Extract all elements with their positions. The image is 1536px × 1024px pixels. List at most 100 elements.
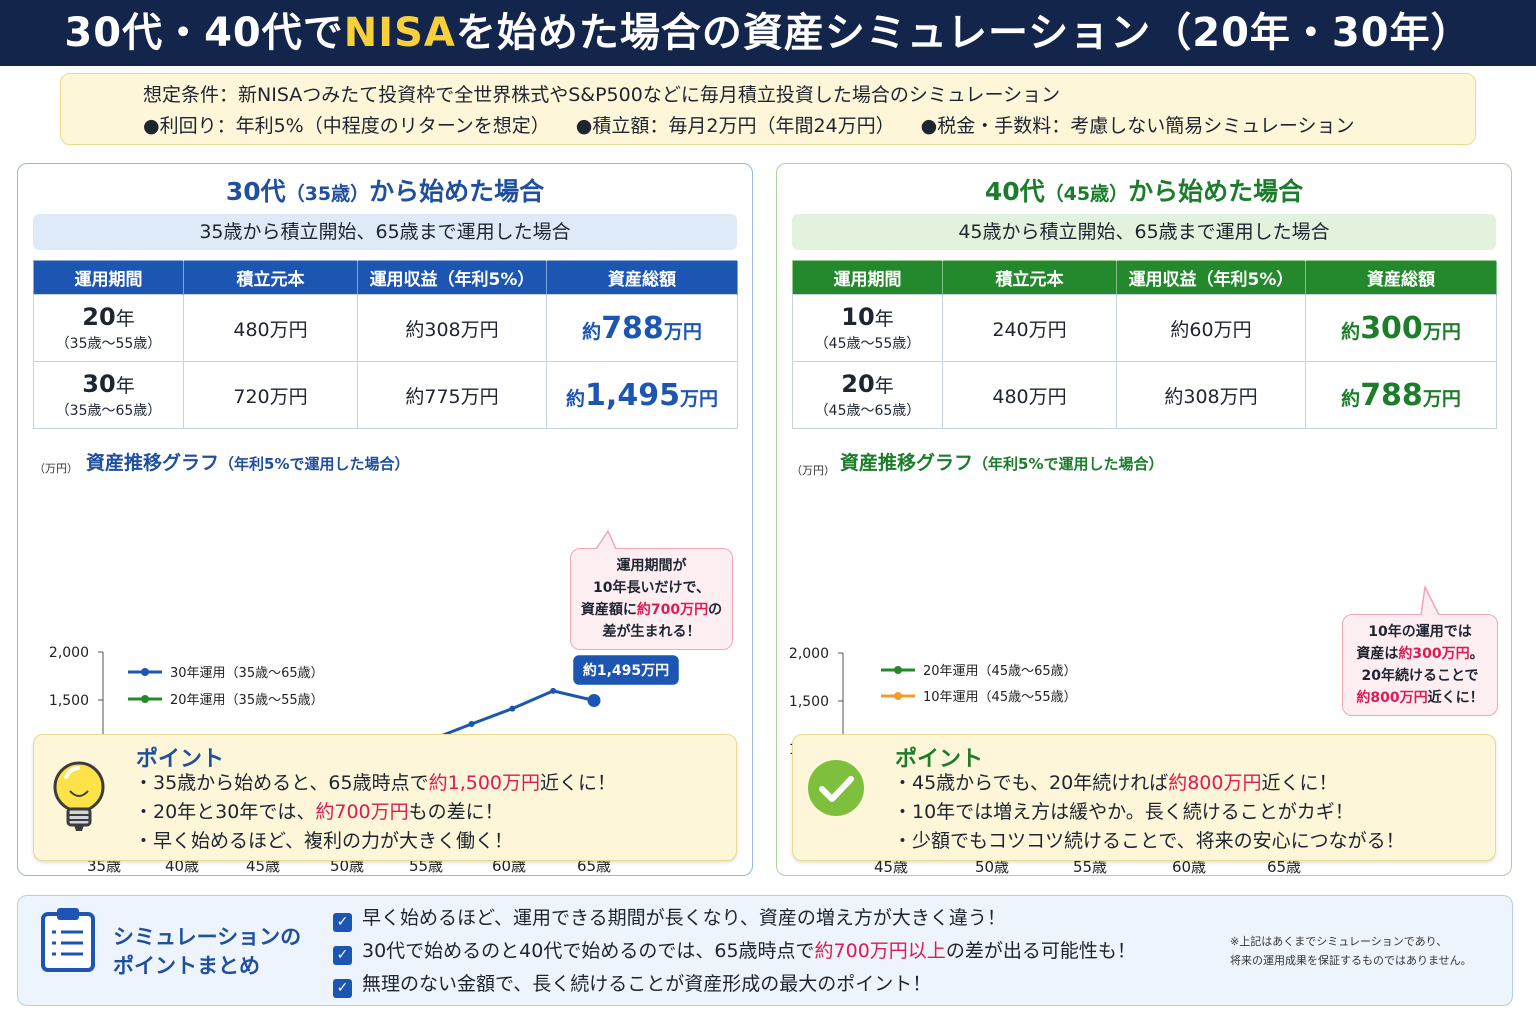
period-years: 20 <box>82 303 116 331</box>
callout-line: 資産額に約700万円の <box>571 599 732 621</box>
panel-subtitle: 45歳から積立開始、65歳まで運用した場合 <box>792 214 1496 250</box>
summary-title: シミュレーションの ポイントまとめ <box>113 923 301 981</box>
summary-list: ✓ 早く始めるほど、運用できる期間が長くなり、資産の増え方が大きく違う！ ✓ 30代… <box>333 902 1136 1001</box>
x-tick-label: 65歳 <box>1267 858 1301 876</box>
point-title: ポイント <box>895 747 984 772</box>
data-point <box>550 687 557 694</box>
y-tick-label: 2,000 <box>49 645 89 661</box>
callout-line: 20年続けることで <box>1361 668 1479 684</box>
list-item: ・20年と30年では、約700万円もの差に！ <box>134 798 616 827</box>
cell-gain: 約775万円 <box>357 361 547 429</box>
cell-period: 20年 （35歳〜55歳） <box>33 294 184 362</box>
total-number: 788 <box>1360 377 1423 413</box>
col-header-principal: 積立元本 <box>183 260 358 295</box>
graph-title-main: 資産推移グラフ <box>840 452 974 474</box>
legend-label: 10年運用（45歳〜55歳） <box>923 690 1077 705</box>
check-circle-icon <box>807 759 865 821</box>
callout-line: 10年長いだけで、 <box>593 580 710 596</box>
point-highlight: 約700万円 <box>315 801 409 823</box>
table-row: 20年 （35歳〜55歳） 480万円 約308万円 約788万円 <box>33 294 738 362</box>
list-item: ✓ 早く始めるほど、運用できる期間が長くなり、資産の増え方が大きく違う！ <box>333 902 1136 935</box>
total-unit: 万円 <box>1422 320 1461 343</box>
period-years: 30 <box>82 370 116 398</box>
callout-tail <box>1420 586 1440 616</box>
point-title: ポイント <box>136 747 225 772</box>
list-item: ・10年では増え方は緩やか。長く続けることがカギ！ <box>893 801 1354 823</box>
summary-text: 無理のない金額で、長く続けることが資産形成の最大のポイント！ <box>362 973 932 995</box>
total-number: 300 <box>1360 310 1423 346</box>
assumption-rate: ●利回り：年利5%（中程度のリターンを想定） <box>143 115 550 137</box>
cell-principal: 480万円 <box>942 361 1117 429</box>
total-number: 788 <box>601 310 664 346</box>
summary-title-line: ポイントまとめ <box>113 954 260 978</box>
period-ages: （35歳〜55歳） <box>55 336 162 352</box>
table-row: 10年 （45歳〜55歳） 240万円 約60万円 約300万円 <box>792 294 1497 362</box>
summary-title-line: シミュレーションの <box>113 925 302 949</box>
x-tick-label: 55歳 <box>409 857 443 875</box>
callout-line: 約800万円近くに！ <box>1343 687 1497 709</box>
x-tick-label: 60歳 <box>492 857 526 875</box>
callout-difference: 運用期間が 10年長いだけで、 資産額に約700万円の 差が生まれる！ <box>570 548 733 650</box>
cell-total: 約1,495万円 <box>546 361 738 429</box>
list-item: ✓ 無理のない金額で、長く続けることが資産形成の最大のポイント！ <box>333 968 1136 1001</box>
x-tick-label: 55歳 <box>1073 858 1107 876</box>
x-tick-label: 65歳 <box>577 857 611 875</box>
checkbox-icon: ✓ <box>333 946 352 965</box>
disclaimer-note: ※上記はあくまでシミュレーションであり、将来の運用成果を保証するものではありませ… <box>1230 932 1472 970</box>
callout-highlight: 約800万円 <box>1356 690 1428 706</box>
callout-highlight: 約300万円 <box>1398 646 1470 662</box>
checkbox-icon: ✓ <box>333 913 352 932</box>
cell-period: 30年 （35歳〜65歳） <box>33 361 184 429</box>
legend-label: 30年運用（35歳〜65歳） <box>170 666 324 681</box>
list-item: ✓ 30代で始めるのと40代で始めるのでは、65歳時点で約700万円以上の差が出る… <box>333 935 1136 968</box>
legend-marker <box>894 666 902 674</box>
simulation-table: 運用期間 積立元本 運用収益（年利5%） 資産総額 20年 （35歳〜55歳） 4… <box>33 260 738 429</box>
point-highlight: 約800万円 <box>1168 772 1262 794</box>
x-tick-label: 50歳 <box>330 857 364 875</box>
col-header-period: 運用期間 <box>33 260 184 295</box>
cell-period: 10年 （45歳〜55歳） <box>792 294 943 362</box>
callout-line: 資産は約300万円。 <box>1343 643 1497 665</box>
y-tick-label: 2,000 <box>789 646 829 662</box>
point-box: ポイント ・45歳からでも、20年続ければ約800万円近くに！ ・10年では増え… <box>792 734 1496 861</box>
cell-gain: 約60万円 <box>1116 294 1306 362</box>
lightbulb-icon <box>48 757 110 841</box>
callout-difference: 10年の運用では 資産は約300万円。 20年続けることで 約800万円近くに！ <box>1342 614 1498 716</box>
panel-title-age: （35歳） <box>285 183 370 205</box>
summary-text: 30代で始めるのと40代で始めるのでは、65歳時点で <box>362 940 815 962</box>
cell-gain: 約308万円 <box>1116 361 1306 429</box>
callout-line: 運用期間が <box>616 558 687 574</box>
table-header-row: 運用期間 積立元本 運用収益（年利5%） 資産総額 <box>792 260 1497 295</box>
total-prefix: 約 <box>1341 387 1361 410</box>
y-unit-label: （万円） <box>791 464 835 477</box>
x-tick-label: 45歳 <box>246 857 280 875</box>
point-highlight: 約1,500万円 <box>428 772 541 794</box>
total-prefix: 約 <box>566 387 586 410</box>
point-text: ・20年と30年では、 <box>134 801 316 823</box>
callout-text: 資産額に <box>580 602 637 618</box>
col-header-principal: 積立元本 <box>942 260 1117 295</box>
panel-title: 40代（45歳）から始めた場合 <box>777 172 1511 208</box>
col-header-total: 資産総額 <box>1305 260 1497 295</box>
cell-total: 約788万円 <box>1305 361 1497 429</box>
period-unit: 年 <box>874 308 894 330</box>
data-point <box>509 705 516 712</box>
summary-text: の差が出る可能性も！ <box>945 940 1136 962</box>
period-unit: 年 <box>115 375 135 397</box>
disclaimer-line: 将来の運用成果を保証するものではありません。 <box>1230 954 1472 967</box>
graph-title-sub: （年利5%で運用した場合） <box>973 455 1164 473</box>
checkbox-icon: ✓ <box>333 979 352 998</box>
panel-title-main: 30代 <box>225 177 286 206</box>
disclaimer-line: ※上記はあくまでシミュレーションであり、 <box>1230 935 1448 948</box>
period-unit: 年 <box>874 375 894 397</box>
simulation-table: 運用期間 積立元本 運用収益（年利5%） 資産総額 10年 （45歳〜55歳） 2… <box>792 260 1497 429</box>
period-unit: 年 <box>115 308 135 330</box>
col-header-period: 運用期間 <box>792 260 943 295</box>
total-unit: 万円 <box>663 320 702 343</box>
callout-text: 近くに！ <box>1427 690 1484 706</box>
panel-title-rest: から始めた場合 <box>1128 177 1304 206</box>
point-list: ・35歳から始めると、65歳時点で約1,500万円近くに！ ・20年と30年では… <box>134 769 616 856</box>
x-tick-label: 40歳 <box>165 857 199 875</box>
period-ages: （45歳〜55歳） <box>814 336 921 352</box>
period-ages: （45歳〜65歳） <box>814 403 921 419</box>
